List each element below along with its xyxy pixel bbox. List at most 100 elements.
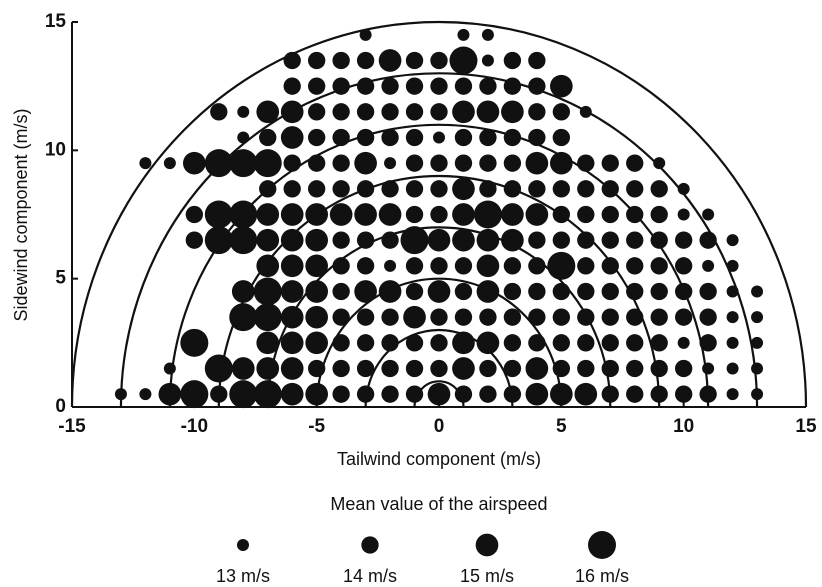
bubble <box>253 303 282 332</box>
x-tick-label: -15 <box>58 416 86 437</box>
bubble <box>427 382 451 406</box>
bubble <box>479 308 497 326</box>
reference-arc <box>315 277 563 408</box>
bubble <box>185 231 203 249</box>
bubble <box>601 180 619 198</box>
bubble <box>503 385 522 403</box>
bubble <box>332 154 350 172</box>
legend-bubble <box>588 531 616 559</box>
bubble <box>699 282 717 301</box>
bubble <box>650 205 668 224</box>
bubble <box>280 331 304 355</box>
reference-arc <box>70 20 808 408</box>
bubble <box>601 231 619 249</box>
bubble <box>626 154 644 172</box>
bubble <box>308 154 326 172</box>
bubble <box>454 128 473 147</box>
bubble <box>308 128 326 147</box>
bubble <box>552 231 570 249</box>
bubble <box>503 180 522 198</box>
bubble <box>601 334 619 352</box>
bubble <box>577 308 595 326</box>
bubble <box>280 305 304 329</box>
bubble <box>283 77 301 95</box>
bubble <box>457 28 470 41</box>
bubble <box>332 257 350 275</box>
bubble <box>454 257 473 275</box>
bubble <box>626 180 644 198</box>
bubble <box>552 180 570 198</box>
bubble <box>253 277 282 306</box>
bubble <box>726 234 739 247</box>
bubble <box>726 259 739 272</box>
bubble <box>259 128 277 147</box>
bubble <box>528 128 546 147</box>
bubble <box>378 203 402 226</box>
bubble <box>308 359 326 378</box>
bubble <box>210 385 228 403</box>
bubble <box>381 180 399 198</box>
bubble <box>650 385 668 403</box>
bubble <box>650 334 668 352</box>
bubble <box>528 180 546 198</box>
bubble <box>626 257 644 275</box>
reference-arc <box>119 72 759 408</box>
bubble <box>356 77 375 95</box>
bubble <box>163 157 176 170</box>
bubble <box>259 180 277 198</box>
bubble <box>552 359 570 378</box>
bubble <box>677 208 690 221</box>
bubble <box>356 51 375 70</box>
bubble <box>626 282 644 301</box>
x-tick-label: 10 <box>673 416 694 437</box>
bubble <box>577 205 595 224</box>
y-tick-label: 10 <box>45 139 66 160</box>
bubble <box>577 359 595 378</box>
bubble <box>354 203 377 226</box>
bubble <box>183 151 206 175</box>
bubble <box>528 103 546 121</box>
bubble <box>650 282 668 301</box>
legend-label: 16 m/s <box>575 566 629 586</box>
bubble <box>356 180 375 198</box>
bubble <box>405 257 424 275</box>
bubble <box>256 100 280 124</box>
bubble <box>305 280 328 303</box>
bubble <box>528 77 546 95</box>
bubble <box>454 385 473 403</box>
bubble <box>479 128 497 147</box>
bubble <box>626 308 644 326</box>
bubble <box>476 100 500 124</box>
bubble <box>430 359 448 378</box>
bubble <box>452 177 475 201</box>
bubble <box>430 154 448 172</box>
bubble <box>405 77 424 95</box>
y-tick-label: 5 <box>55 268 66 289</box>
bubble <box>626 205 644 224</box>
bubble <box>452 100 475 124</box>
bubble <box>378 49 402 72</box>
bubble <box>550 382 573 406</box>
reference-arc <box>168 123 710 408</box>
bubble <box>675 231 693 249</box>
bubble <box>650 359 668 378</box>
bubble <box>476 254 500 278</box>
bubble <box>454 308 473 326</box>
bubble <box>256 203 280 226</box>
y-tick-label: 15 <box>45 11 67 32</box>
bubble <box>626 231 644 249</box>
bubble <box>163 362 176 375</box>
bubble <box>503 308 522 326</box>
bubble <box>577 180 595 198</box>
bubble <box>237 131 250 144</box>
bubble <box>503 257 522 275</box>
bubble <box>650 257 668 275</box>
bubble <box>139 157 152 170</box>
bubble <box>501 100 524 124</box>
bubble <box>381 334 399 352</box>
x-axis-label: Tailwind component (m/s) <box>337 449 541 469</box>
bubble <box>356 334 375 352</box>
bubble <box>332 77 350 95</box>
bubble <box>231 280 255 303</box>
bubble <box>253 380 282 409</box>
